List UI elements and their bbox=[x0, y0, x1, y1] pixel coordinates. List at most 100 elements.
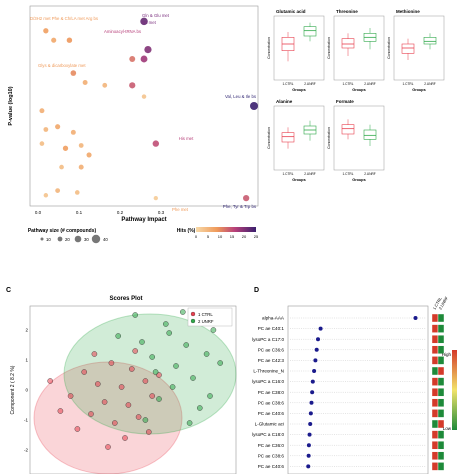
panel-a-point bbox=[102, 82, 108, 88]
panel-a-point bbox=[39, 141, 45, 146]
panel-c-point bbox=[132, 312, 138, 318]
panel-d-row-label: PC ae C36:0 bbox=[258, 443, 285, 448]
panel-a-size-legend-label: 40 bbox=[103, 237, 108, 242]
panel-b-group-label: 2.UNRF bbox=[424, 82, 436, 86]
panel-d-heat-cell-ctrl bbox=[431, 419, 439, 429]
panel-d-heat-low: Low bbox=[443, 426, 452, 431]
panel-b-group-label: 2.UNRF bbox=[304, 172, 316, 176]
panel-a-point bbox=[152, 140, 160, 147]
panel-c-point bbox=[135, 414, 142, 420]
panel-b-plot-frame bbox=[393, 15, 445, 81]
panel-d-heat-bar bbox=[452, 350, 457, 430]
panel-b-group-label: 1.CTRL bbox=[343, 172, 354, 176]
panel-d-heat-cell-ctrl bbox=[431, 356, 439, 365]
panel-c-point bbox=[190, 375, 196, 381]
panel-b-plot-frame bbox=[273, 15, 325, 81]
panel-c-point bbox=[196, 405, 203, 411]
panel-d-heat-cell-ctrl bbox=[431, 366, 439, 376]
panel-d-heat-cell-ctrl bbox=[431, 462, 439, 471]
panel-b-ylabel: Concentration bbox=[267, 127, 271, 149]
panel-a-annotation: Phe, Tyr & Trp bs bbox=[223, 204, 256, 209]
panel-c-legend-label: 2 UNRF bbox=[198, 319, 214, 324]
panel-b-group-label: 1.CTRL bbox=[283, 172, 294, 176]
panel-d-heat-cell-ctrl bbox=[431, 441, 439, 450]
panel-b-group-label: 2.UNRF bbox=[364, 172, 376, 176]
panel-c-point bbox=[173, 363, 179, 369]
panel-c-point bbox=[95, 381, 101, 387]
panel-c-point bbox=[162, 321, 169, 327]
panel-d-dot bbox=[307, 432, 312, 437]
panel-c-point bbox=[156, 396, 162, 402]
panel-b-group-label: 2.UNRF bbox=[304, 82, 316, 86]
panel-a-point bbox=[51, 37, 57, 43]
panel-a-ylabel: P-value (log10) bbox=[8, 86, 14, 125]
panel-c-point bbox=[47, 378, 54, 384]
panel-d-row-label: alpha-AAA bbox=[262, 316, 285, 321]
panel-a-point bbox=[74, 190, 80, 195]
panel-d-heat-cell-unrf bbox=[437, 335, 445, 344]
panel-c-legend-label: 1 CTRL bbox=[198, 312, 213, 317]
panel-a-color-tick: 10 bbox=[218, 234, 223, 239]
panel-b-ylabel: Concentration bbox=[267, 37, 271, 59]
panel-b-group-label: 1.CTRL bbox=[343, 82, 354, 86]
panel-b-group-label: 1.CTRL bbox=[283, 82, 294, 86]
panel-c-yticks: 2 1 0 -1 -2 bbox=[24, 328, 29, 453]
panel-c-point bbox=[217, 360, 223, 366]
panel-c-point bbox=[139, 339, 145, 345]
panel-d-row-label: L-Threonine_N bbox=[253, 369, 284, 374]
panel-a-point bbox=[129, 56, 136, 62]
panel-d-dot bbox=[306, 443, 311, 448]
panel-a-annotation: Glys & dicarboxylate met bbox=[38, 63, 86, 68]
panel-c-point bbox=[203, 351, 210, 357]
panel-c-point bbox=[183, 342, 189, 348]
panel-b-box bbox=[341, 38, 355, 49]
panel-a-point bbox=[86, 152, 92, 158]
panel-d-heat-cell-unrf bbox=[437, 419, 445, 429]
panel-c-points bbox=[47, 309, 223, 450]
panel-c-point bbox=[105, 444, 111, 450]
panel-b-xlabel: Groups bbox=[352, 88, 366, 92]
panel-d-heat-cell-unrf bbox=[437, 366, 445, 376]
panel-c-ytick: 1 bbox=[25, 358, 28, 363]
panel-d-heat-cell-ctrl bbox=[431, 345, 439, 354]
panel-c-point bbox=[128, 366, 135, 372]
panel-d-dot bbox=[308, 422, 313, 426]
panel-d-column-header: 1.CTRL bbox=[432, 295, 444, 310]
panel-a-size-legend-dot bbox=[57, 236, 63, 242]
panel-d-importance-plot: D alpha-AAA PC ae C40:1 lysoPC a C17:0 PC a… bbox=[252, 287, 457, 474]
panel-d-row-label: PC ae C36:6 bbox=[258, 347, 285, 352]
panel-c-point bbox=[149, 354, 155, 360]
panel-c-ytick: 2 bbox=[25, 328, 28, 333]
panel-c-point bbox=[122, 435, 128, 441]
panel-a-color-tick: 20 bbox=[242, 234, 247, 239]
panel-c-point bbox=[101, 399, 108, 405]
panel-c-point bbox=[108, 360, 115, 366]
panel-c-point bbox=[186, 420, 193, 426]
panel-d-dot bbox=[310, 379, 315, 384]
panel-d-dot bbox=[313, 358, 318, 363]
panel-d-dot bbox=[318, 326, 323, 331]
panel-a-size-legend-title: Pathway size (# compounds) bbox=[28, 228, 97, 234]
panel-c-point bbox=[210, 327, 217, 333]
panel-b-box bbox=[281, 132, 295, 143]
panel-a-point bbox=[140, 55, 148, 63]
panel-b-plot-frame bbox=[333, 105, 385, 171]
panel-c-legend: 1 CTRL 2 UNRF bbox=[187, 307, 233, 327]
panel-a-point bbox=[78, 143, 84, 148]
panel-a-color-tick: 0 bbox=[195, 234, 198, 239]
panel-d-heat-cell-unrf bbox=[437, 356, 445, 365]
panel-a-size-legend-label: 30 bbox=[84, 237, 89, 242]
panel-d-heat-cell-ctrl bbox=[431, 409, 439, 418]
panel-c-point bbox=[166, 330, 172, 336]
panel-a-point bbox=[70, 70, 77, 76]
panel-c-point bbox=[88, 411, 94, 417]
panel-c-point bbox=[91, 351, 98, 357]
panel-b-plot-title: Alanine bbox=[276, 99, 293, 104]
panel-d-heat-cell-ctrl bbox=[431, 377, 439, 386]
panel-d-heat-cell-ctrl bbox=[431, 388, 439, 397]
panel-a-point bbox=[66, 37, 73, 43]
panel-a-annotation: N2 met bbox=[142, 20, 157, 25]
panel-d-heat-cell-ctrl bbox=[431, 324, 439, 333]
panel-c-point bbox=[152, 369, 159, 375]
